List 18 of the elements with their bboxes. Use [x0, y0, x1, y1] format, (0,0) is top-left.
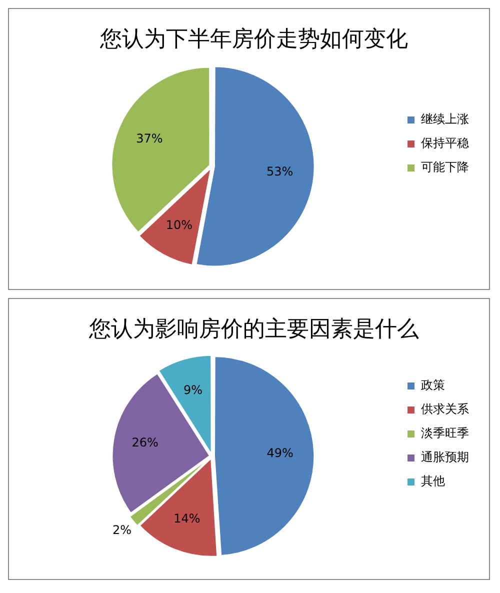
legend-label: 淡季旺季: [421, 426, 469, 440]
legend-label: 政策: [421, 378, 445, 392]
legend-label: 保持平稳: [421, 136, 469, 150]
chart-title: 您认为影响房价的主要因素是什么: [88, 316, 419, 342]
legend-label: 其他: [421, 474, 445, 488]
data-label: 26%: [132, 436, 158, 450]
legend-label: 继续上涨: [421, 112, 469, 126]
legend-label: 通胀预期: [421, 450, 469, 464]
legend-label: 可能下降: [421, 160, 469, 174]
data-label: 49%: [266, 446, 294, 460]
data-label: 10%: [166, 218, 193, 232]
chart-title: 您认为下半年房价走势如何变化: [99, 26, 408, 52]
data-label: 37%: [136, 131, 163, 146]
data-label: 53%: [266, 164, 294, 179]
data-label: 2%: [112, 522, 132, 537]
data-label: 9%: [183, 382, 203, 397]
data-label: 14%: [174, 512, 200, 526]
legend-label: 供求关系: [421, 402, 469, 416]
